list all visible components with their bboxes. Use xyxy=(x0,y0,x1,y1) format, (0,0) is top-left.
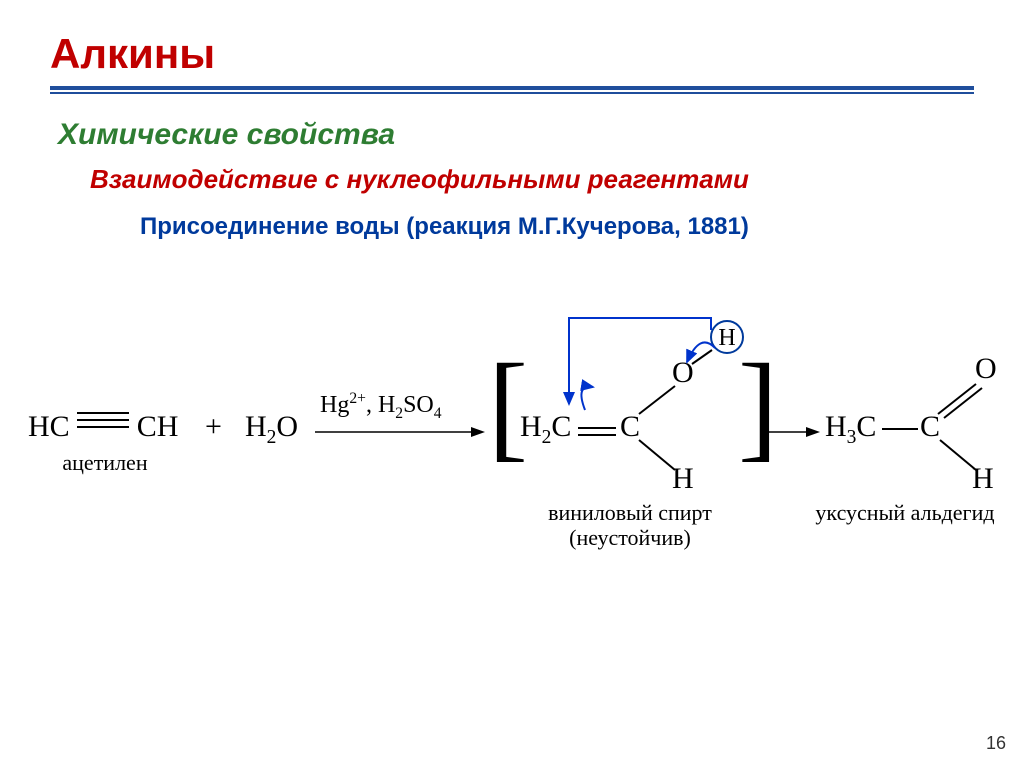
reactant-acetylene: HC CH xyxy=(28,410,178,444)
plus-sign: + xyxy=(205,410,222,444)
intermediate-label-1: виниловый спирт xyxy=(548,500,712,525)
subsection-heading: Взаимодействие с нуклеофильными реагента… xyxy=(90,164,974,195)
product-h3c: H3C xyxy=(825,410,876,449)
mechanism-arrows xyxy=(515,312,755,422)
product-h: H xyxy=(972,462,994,496)
c-c-single-bond xyxy=(882,426,918,432)
title-rule-thick xyxy=(50,86,974,90)
reaction-arrow-1 xyxy=(315,422,485,442)
reaction-scheme: HC CH ацетилен + H2O Hg2+, H2SO4 [ ] H2C… xyxy=(20,340,1004,364)
page-number: 16 xyxy=(986,733,1006,754)
title-rule-thin xyxy=(50,92,974,94)
reactant-water: H2O xyxy=(245,410,298,449)
reaction-name: Присоединение воды (реакция М.Г.Кучерова… xyxy=(140,213,974,241)
intermediate-h-lower: H xyxy=(672,462,694,496)
section-heading: Химические свойства xyxy=(58,118,974,152)
product-o: O xyxy=(975,352,997,386)
intermediate-label-2: (неустойчив) xyxy=(569,525,691,550)
catalyst-text: Hg2+, H2SO4 xyxy=(320,390,442,423)
acetylene-ch: CH xyxy=(137,410,179,443)
product-label: уксусный альдегид xyxy=(790,500,1020,525)
acetylene-label: ацетилен xyxy=(40,450,170,475)
acetylene-hc: HC xyxy=(28,410,70,443)
page-title: Алкины xyxy=(50,30,974,78)
triple-bond xyxy=(77,407,129,433)
double-bond xyxy=(578,422,616,441)
reaction-arrow-2 xyxy=(760,422,820,442)
intermediate-label: виниловый спирт (неустойчив) xyxy=(510,500,750,551)
